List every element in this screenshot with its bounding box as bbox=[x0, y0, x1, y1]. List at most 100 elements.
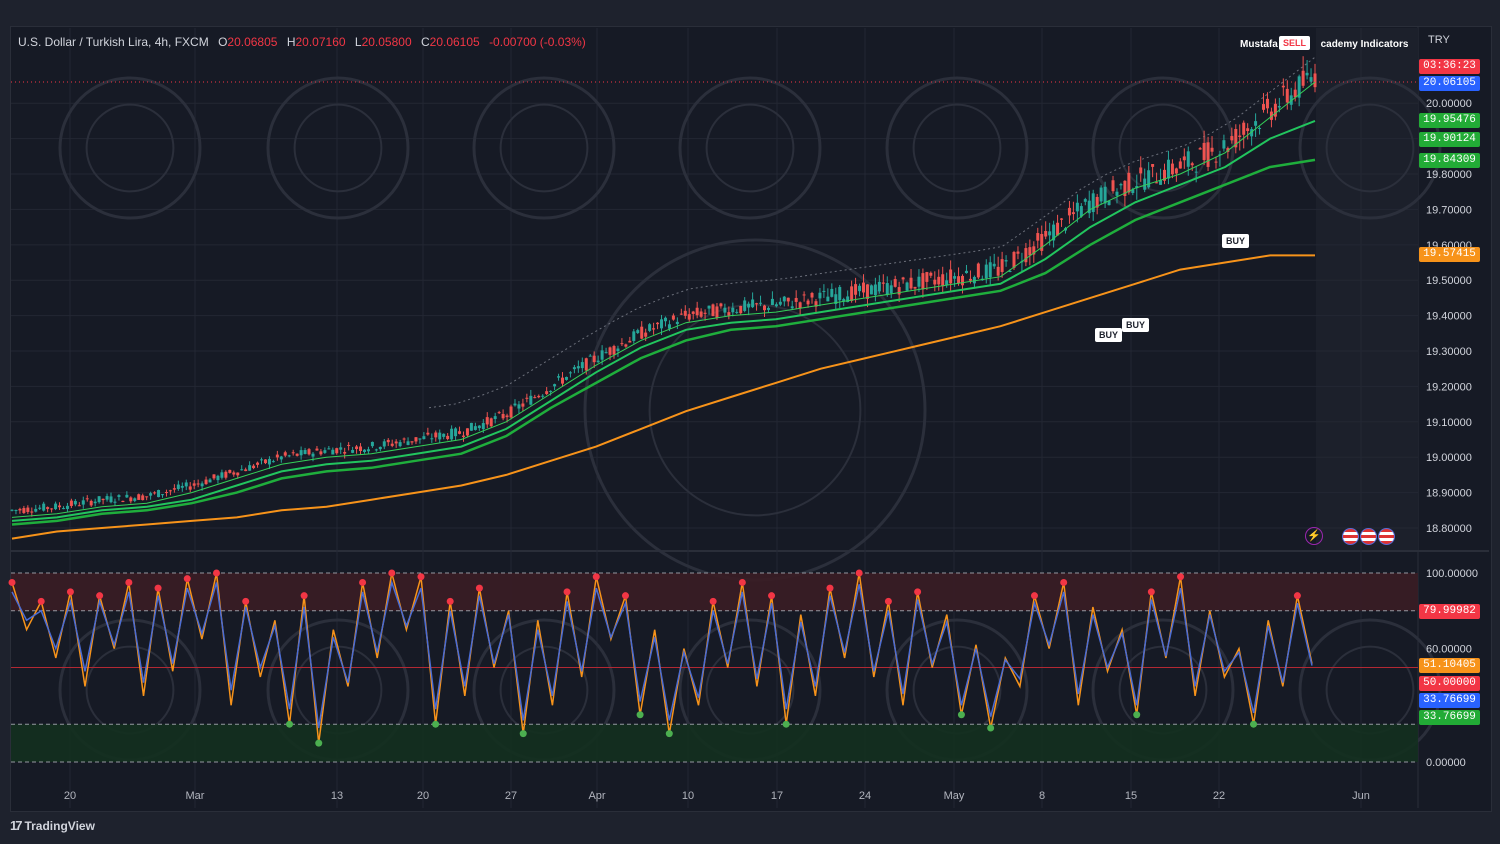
buy-signal-1: BUY bbox=[1222, 234, 1250, 248]
candle-body bbox=[307, 449, 311, 455]
candle-body bbox=[1313, 73, 1317, 88]
candle-body bbox=[469, 422, 473, 431]
candle-body bbox=[968, 278, 972, 281]
candle-body bbox=[1238, 135, 1242, 137]
candle-body bbox=[248, 465, 252, 471]
watermark-logo bbox=[705, 103, 795, 193]
candle-body bbox=[1273, 103, 1277, 117]
symbol-legend: U.S. Dollar / Turkish Lira, 4h, FXCM O20… bbox=[18, 35, 586, 49]
countdown-tag: 03:36:23 bbox=[1419, 59, 1480, 74]
osc-tag-3: 50.00000 bbox=[1419, 676, 1480, 691]
candle-body bbox=[1301, 70, 1305, 86]
candle-body bbox=[889, 285, 893, 294]
price-tick-label: 19.20000 bbox=[1426, 381, 1472, 393]
osc-slow-line bbox=[11, 579, 1313, 729]
osc-oversold-dot bbox=[987, 724, 995, 732]
candle-body bbox=[339, 447, 343, 450]
candle-body bbox=[244, 469, 248, 472]
candle-body bbox=[854, 284, 858, 295]
candle-body bbox=[1262, 104, 1266, 110]
osc-overbought-dot bbox=[768, 592, 776, 600]
candle-body bbox=[739, 305, 743, 314]
candle-body bbox=[949, 269, 953, 284]
change-value: -0.00700 (-0.03%) bbox=[489, 35, 586, 49]
osc-overbought-dot bbox=[154, 584, 162, 592]
price-tick-label: 19.30000 bbox=[1426, 346, 1472, 358]
candle-body bbox=[343, 451, 347, 454]
candle-body bbox=[109, 496, 113, 503]
candle-body bbox=[992, 263, 996, 267]
candle-body bbox=[1111, 180, 1115, 192]
candle-body bbox=[608, 347, 612, 355]
time-tick-label: May bbox=[944, 790, 965, 802]
candle-body bbox=[1075, 202, 1079, 212]
candle-body bbox=[14, 509, 18, 511]
ma-fast-line bbox=[11, 81, 1316, 518]
price-tick-label: 19.00000 bbox=[1426, 452, 1472, 464]
candle-body bbox=[699, 311, 703, 317]
candle-body bbox=[671, 315, 675, 320]
candle-body bbox=[1083, 199, 1087, 202]
osc-oversold-dot bbox=[782, 720, 790, 728]
candle-body bbox=[1135, 186, 1139, 189]
candle-body bbox=[521, 403, 525, 407]
candle-body bbox=[707, 305, 711, 309]
us-flag-icon[interactable] bbox=[1360, 528, 1377, 545]
candle-body bbox=[287, 455, 291, 457]
candle-body bbox=[303, 450, 307, 454]
candle-body bbox=[790, 306, 794, 309]
candle-body bbox=[327, 448, 331, 450]
candle-body bbox=[168, 490, 172, 492]
candle-body bbox=[204, 479, 208, 485]
candle-body bbox=[65, 505, 69, 509]
candle-body bbox=[323, 450, 327, 453]
candle-body bbox=[541, 395, 545, 397]
candle-body bbox=[576, 366, 580, 369]
candle-body bbox=[355, 446, 359, 450]
time-tick-label: 20 bbox=[417, 790, 429, 802]
candle-body bbox=[93, 501, 97, 504]
candle-body bbox=[937, 276, 941, 285]
lightning-icon[interactable]: ⚡ bbox=[1305, 527, 1323, 545]
watermark-logo bbox=[293, 103, 383, 193]
candle-body bbox=[291, 452, 295, 454]
candle-body bbox=[858, 285, 862, 292]
candle-body bbox=[1087, 200, 1091, 214]
candle-body bbox=[525, 397, 529, 399]
osc-overbought-dot bbox=[66, 588, 74, 596]
indicator-title[interactable]: Mustafa cademy Indicators bbox=[1240, 39, 1408, 50]
osc-oversold-dot bbox=[432, 720, 440, 728]
candle-body bbox=[30, 511, 34, 513]
ma-long-line bbox=[11, 254, 1315, 540]
candle-body bbox=[374, 449, 378, 451]
candle-body bbox=[762, 305, 766, 311]
events-flags[interactable] bbox=[1342, 528, 1396, 550]
candle-body bbox=[766, 307, 770, 310]
candle-body bbox=[933, 279, 937, 285]
osc-overbought-dot bbox=[1177, 573, 1185, 581]
osc-overbought-dot bbox=[183, 575, 191, 583]
us-flag-icon[interactable] bbox=[1342, 528, 1359, 545]
candle-body bbox=[1246, 128, 1250, 132]
candle-body bbox=[501, 413, 505, 419]
candle-body bbox=[612, 346, 616, 355]
candle-body bbox=[38, 507, 42, 509]
tradingview-logo[interactable]: 17 TradingView bbox=[10, 818, 95, 833]
candle-body bbox=[1123, 180, 1127, 197]
us-flag-icon[interactable] bbox=[1378, 528, 1395, 545]
candle-body bbox=[402, 438, 406, 440]
candle-body bbox=[271, 461, 275, 463]
candle-body bbox=[703, 312, 707, 314]
osc-overbought-dot bbox=[212, 569, 220, 577]
candle-body bbox=[1107, 200, 1111, 206]
osc-overbought-dot bbox=[37, 597, 45, 605]
candle-body bbox=[1000, 259, 1004, 272]
time-tick-label: 8 bbox=[1039, 790, 1045, 802]
candle-body bbox=[1067, 207, 1071, 216]
candle-body bbox=[335, 448, 339, 454]
candle-body bbox=[1170, 163, 1174, 175]
candle-body bbox=[473, 426, 477, 430]
candle-body bbox=[600, 350, 604, 360]
osc-overbought-dot bbox=[709, 597, 717, 605]
